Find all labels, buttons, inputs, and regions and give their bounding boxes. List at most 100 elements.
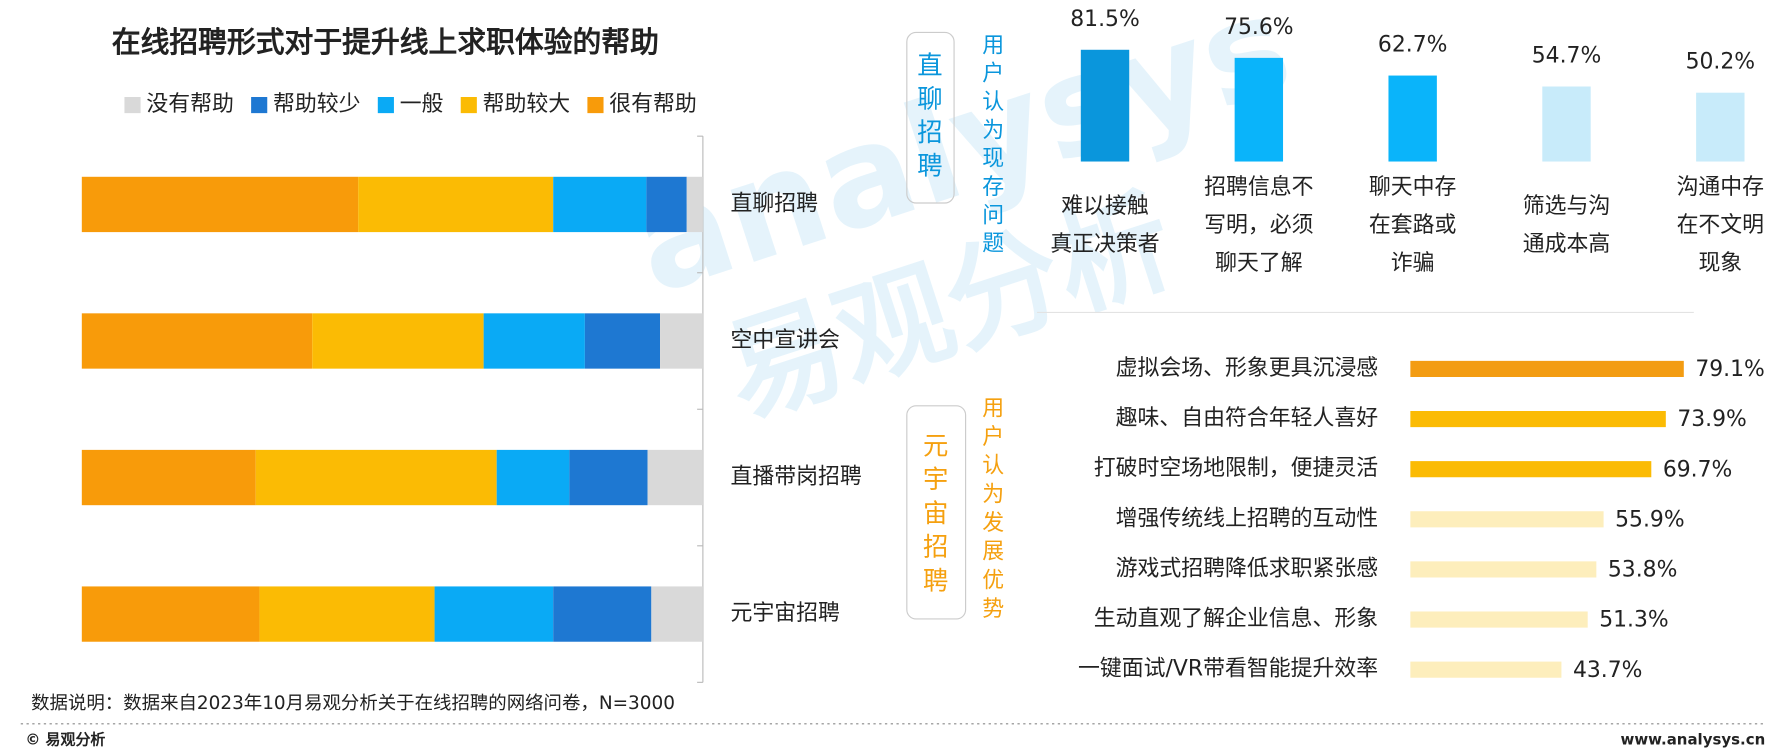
category-label: 聊天中存	[1369, 175, 1457, 200]
legend-label: 帮助较少	[273, 92, 361, 117]
category-label: 生动直观了解企业信息、形象	[1094, 607, 1378, 632]
bar	[1410, 360, 1684, 377]
category-label: 诈骗	[1391, 251, 1435, 276]
copyright: © 易观分析	[25, 730, 105, 748]
bar-segment	[358, 176, 554, 233]
category-label: 一键面试/VR带看智能提升效率	[1078, 657, 1378, 682]
label-char: 宙	[923, 498, 948, 528]
category-label: 元宇宙招聘	[731, 601, 840, 626]
vertical-label: 用户认为现存问题	[982, 33, 1004, 256]
category-label: 直播带岗招聘	[731, 465, 862, 490]
group-box	[906, 405, 967, 620]
label-char: 用	[982, 33, 1004, 58]
legend-label: 一般	[400, 92, 444, 117]
legend-swatch	[124, 97, 141, 114]
label-char: 认	[982, 90, 1004, 115]
bar-segment	[81, 313, 313, 369]
bar-segment	[647, 449, 703, 506]
value-label: 55.9%	[1615, 507, 1685, 532]
bar-segment	[496, 449, 570, 506]
label-char: 直	[917, 50, 942, 80]
category-label: 沟通中存	[1677, 175, 1765, 200]
category-label: 难以接触	[1061, 194, 1149, 219]
legend-label: 很有帮助	[609, 92, 697, 117]
category-label: 写明，必须	[1204, 213, 1313, 238]
bar-segment	[81, 586, 260, 642]
label-char: 现	[982, 147, 1004, 172]
bar-segment	[255, 449, 497, 506]
category-label: 在套路或	[1369, 213, 1457, 238]
group-box	[906, 31, 955, 204]
label-char: 势	[982, 597, 1004, 622]
bar-segment	[81, 176, 359, 233]
value-label: 62.7%	[1378, 33, 1448, 58]
bar	[1410, 661, 1562, 678]
vertical-label: 元宇宙招聘	[923, 430, 948, 595]
bar-segment	[569, 449, 648, 506]
value-label: 50.2%	[1686, 50, 1756, 75]
value-label: 51.3%	[1599, 608, 1669, 633]
value-label: 43.7%	[1573, 658, 1643, 683]
legend-swatch	[377, 97, 394, 114]
bar-segment	[651, 586, 703, 642]
value-label: 73.9%	[1677, 407, 1747, 432]
chart-title: 在线招聘形式对于提升线上求职体验的帮助	[112, 25, 659, 59]
legend-swatch	[251, 97, 268, 114]
label-char: 户	[982, 425, 1004, 450]
label-char: 招	[923, 532, 948, 562]
category-label: 聊天了解	[1215, 251, 1303, 276]
value-label: 75.6%	[1224, 15, 1294, 40]
category-label: 招聘信息不	[1204, 175, 1313, 200]
bar	[1542, 86, 1591, 162]
legend-swatch	[460, 97, 477, 114]
website: www.analysys.cn	[1620, 730, 1765, 748]
bar-segment	[646, 176, 687, 233]
label-char: 问	[982, 203, 1004, 228]
bar	[1388, 75, 1437, 162]
bar	[1410, 511, 1604, 528]
bar	[1410, 410, 1666, 428]
label-char: 元	[923, 430, 948, 460]
bar-segment	[483, 313, 585, 369]
bar-segment	[553, 176, 647, 233]
value-label: 79.1%	[1695, 357, 1765, 382]
bar	[1080, 49, 1130, 162]
legend-swatch	[587, 97, 604, 114]
category-label: 在不文明	[1677, 213, 1765, 238]
bar	[1696, 92, 1745, 162]
label-char: 发	[982, 511, 1004, 536]
bar-segment	[259, 586, 435, 642]
category-label: 直聊招聘	[731, 191, 819, 216]
label-char: 展	[982, 540, 1004, 565]
bar-segment	[584, 313, 661, 369]
label-char: 优	[982, 568, 1004, 593]
bar-segment	[312, 313, 484, 369]
legend-label: 帮助较大	[483, 92, 570, 117]
category-label: 筛选与沟	[1523, 194, 1611, 219]
label-char: 宇	[923, 464, 948, 494]
category-label: 真正决策者	[1050, 232, 1159, 257]
label-char: 户	[982, 62, 1004, 87]
category-label: 虚拟会场、形象更具沉浸感	[1116, 356, 1379, 381]
bar	[1410, 561, 1597, 578]
label-char: 用	[982, 396, 1004, 421]
label-char: 为	[982, 482, 1004, 507]
category-label: 游戏式招聘降低求职紧张感	[1116, 556, 1379, 581]
label-char: 聘	[917, 150, 942, 180]
category-label: 趣味、自由符合年轻人喜好	[1116, 406, 1379, 431]
category-label: 增强传统线上招聘的互动性	[1116, 506, 1379, 531]
value-label: 54.7%	[1532, 44, 1602, 69]
label-char: 招	[917, 117, 942, 147]
value-label: 69.7%	[1663, 457, 1733, 482]
label-char: 认	[982, 454, 1004, 479]
value-label: 53.8%	[1608, 558, 1678, 583]
label-char: 存	[982, 175, 1004, 200]
label-char: 聘	[923, 565, 948, 595]
bar	[1410, 611, 1588, 628]
bar-segment	[81, 449, 256, 506]
category-label: 空中宣讲会	[731, 328, 840, 353]
label-char: 聊	[917, 83, 942, 113]
note: 数据说明：数据来自2023年10月易观分析关于在线招聘的网络问卷，N=3000	[31, 693, 675, 714]
